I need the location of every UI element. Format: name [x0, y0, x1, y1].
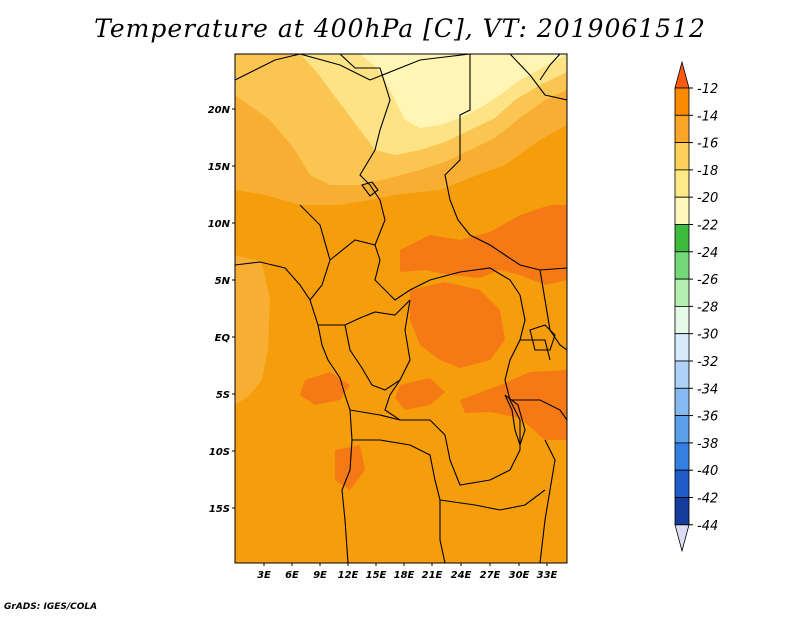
- colorbar-segment: [674, 142, 690, 171]
- colorbar-segment: [674, 442, 690, 471]
- colorbar-top-triangle: [674, 60, 690, 89]
- colorbar-bottom-triangle: [674, 524, 690, 553]
- colorbar-segment: [674, 251, 690, 280]
- colorbar-label: -28: [697, 300, 718, 315]
- colorbar-label: -16: [697, 137, 718, 152]
- lon-label: 21E: [422, 570, 443, 581]
- colorbar-segment: [674, 469, 690, 498]
- latitude-labels: 20N 15N 10N 5N EQ 5S 10S 15S: [208, 105, 231, 515]
- colorbar-segment: [674, 497, 690, 526]
- colorbar-label: -20: [697, 191, 718, 206]
- map-frame: [234, 53, 568, 564]
- band-m22: [360, 54, 567, 128]
- longitude-ticks: [263, 563, 548, 566]
- colorbar-segment: [674, 333, 690, 362]
- colorbar-label: -36: [697, 410, 718, 425]
- colorbar-label: -44: [697, 519, 718, 534]
- colorbar-segment: [674, 278, 690, 307]
- colorbar-segment: [674, 360, 690, 389]
- colorbar-label: -30: [697, 328, 718, 343]
- lat-label: 10S: [209, 447, 230, 458]
- colorbar-segment: [674, 196, 690, 225]
- band-m12-d: [395, 378, 445, 410]
- colorbar-label: -22: [697, 219, 718, 234]
- colorbar-segment: [674, 87, 690, 116]
- colorbar-label: -12: [697, 82, 718, 97]
- colorbar-label: -38: [697, 437, 718, 452]
- colorbar-segment: [674, 415, 690, 444]
- lat-label: 5S: [216, 390, 230, 401]
- country-borders: [235, 54, 567, 563]
- colorbar-label: -40: [697, 464, 718, 479]
- map-title: Temperature at 400hPa [C], VT: 201906151…: [94, 14, 706, 43]
- lat-label: 10N: [208, 219, 231, 230]
- colorbar-segment: [674, 114, 690, 144]
- colorbar-segment: [674, 224, 690, 253]
- colorbar: -12 -14 -16 -18 -20 -22 -24 -26 -28 -30 -32 -34 -36 -…: [674, 60, 718, 553]
- lon-label: 27E: [480, 570, 501, 581]
- colorbar-segment: [674, 169, 690, 198]
- grads-credit: GrADS: IGES/COLA: [4, 602, 98, 612]
- colorbar-label: -24: [697, 246, 718, 261]
- lat-label: 15N: [208, 162, 231, 173]
- colorbar-label: -32: [697, 355, 718, 370]
- lat-label: 15S: [209, 504, 230, 515]
- latitude-ticks: [232, 108, 235, 509]
- colorbar-label: -18: [697, 164, 718, 179]
- colorbar-label: -42: [697, 492, 718, 507]
- colorbar-label: -26: [697, 273, 718, 288]
- band-m12-a: [400, 205, 567, 285]
- lon-label: 9E: [313, 570, 327, 581]
- lon-label: 18E: [394, 570, 415, 581]
- colorbar-segment: [674, 387, 690, 416]
- band-m16-west: [235, 255, 270, 405]
- band-m12-c: [300, 372, 350, 405]
- lon-label: 15E: [366, 570, 387, 581]
- lon-label: 12E: [338, 570, 359, 581]
- lat-label: EQ: [215, 333, 231, 344]
- colorbar-segment: [674, 305, 690, 335]
- lat-label: 20N: [208, 105, 231, 116]
- band-m12-b: [410, 282, 505, 368]
- longitude-labels: 3E 6E 9E 12E 15E 18E 21E 24E 27E 30E 33E: [257, 570, 557, 581]
- lat-label: 5N: [215, 276, 231, 287]
- lon-label: 30E: [509, 570, 530, 581]
- colorbar-label: -34: [697, 382, 718, 397]
- lon-label: 24E: [451, 570, 472, 581]
- lon-label: 6E: [285, 570, 299, 581]
- colorbar-label: -14: [697, 109, 718, 124]
- lon-label: 33E: [537, 570, 558, 581]
- band-m12-e: [460, 370, 567, 440]
- lon-label: 3E: [257, 570, 271, 581]
